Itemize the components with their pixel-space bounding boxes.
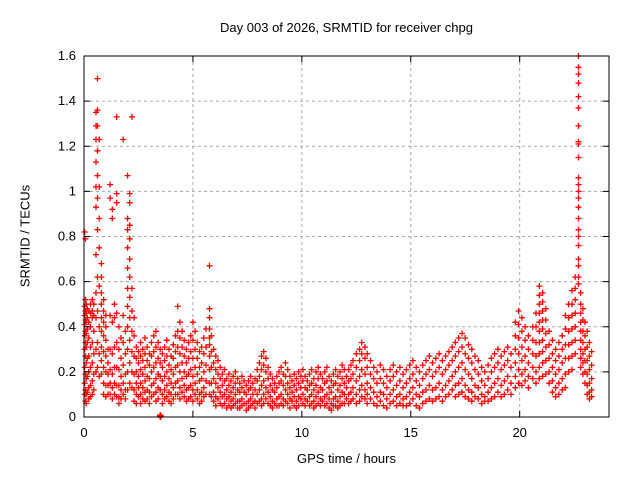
y-tick-label: 1: [69, 183, 76, 198]
y-tick-label: 0.4: [58, 319, 76, 334]
x-tick-label: 15: [404, 425, 418, 440]
plot-border: [83, 55, 610, 418]
scatter-points: [81, 53, 595, 420]
y-tick-label: 0: [69, 409, 76, 424]
chart-title: Day 003 of 2026, SRMTID for receiver chp…: [220, 20, 473, 35]
y-tick-label: 0.6: [58, 274, 76, 289]
x-axis-label: GPS time / hours: [297, 451, 396, 466]
grid-lines: [84, 56, 609, 417]
y-tick-label: 1.2: [58, 138, 76, 153]
x-tick-label: 10: [295, 425, 309, 440]
y-tick-label: 0.8: [58, 229, 76, 244]
y-tick-label: 1.4: [58, 93, 76, 108]
x-tick-label: 0: [80, 425, 87, 440]
x-tick-label: 20: [512, 425, 526, 440]
y-tick-label: 1.6: [58, 48, 76, 63]
y-axis-label: SRMTID / TECUs: [17, 184, 33, 288]
y-tick-label: 0.2: [58, 364, 76, 379]
x-tick-label: 5: [189, 425, 196, 440]
